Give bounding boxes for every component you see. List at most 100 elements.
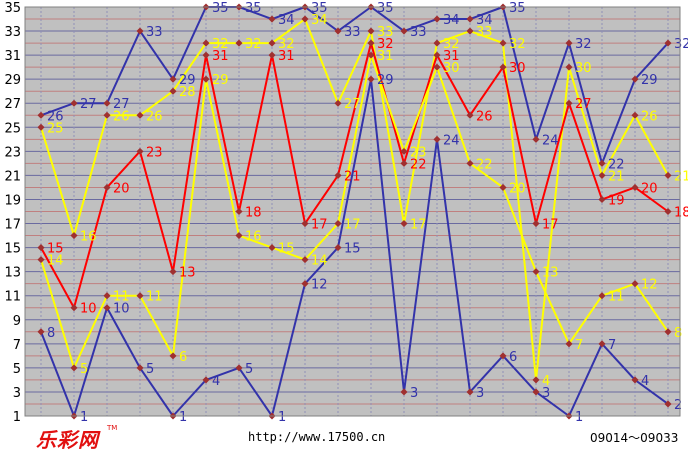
y-tick-label: 11 bbox=[4, 290, 21, 305]
data-label: 29 bbox=[377, 73, 394, 88]
data-point bbox=[499, 63, 507, 71]
data-point bbox=[631, 376, 639, 384]
data-point bbox=[598, 159, 606, 167]
data-point bbox=[301, 219, 309, 228]
data-point bbox=[532, 388, 540, 396]
data-label: 16 bbox=[245, 230, 262, 245]
data-label: 32 bbox=[278, 37, 295, 52]
plot-frame bbox=[24, 6, 681, 417]
data-label: 29 bbox=[179, 73, 196, 88]
y-tick-label: 13 bbox=[4, 266, 21, 281]
data-point bbox=[334, 171, 342, 179]
data-point bbox=[235, 364, 243, 372]
data-point bbox=[631, 183, 639, 191]
data-point bbox=[37, 256, 45, 264]
data-point bbox=[70, 232, 78, 240]
data-label: 35 bbox=[245, 1, 262, 16]
data-label: 18 bbox=[245, 206, 262, 221]
data-point bbox=[367, 75, 375, 83]
data-point bbox=[433, 135, 441, 143]
data-label: 24 bbox=[542, 133, 559, 148]
data-point bbox=[301, 280, 309, 288]
y-tick-label: 35 bbox=[4, 1, 21, 16]
data-point bbox=[103, 304, 111, 312]
data-point bbox=[235, 232, 243, 240]
data-label: 15 bbox=[344, 242, 361, 257]
data-label: 27 bbox=[113, 97, 130, 112]
y-tick-label: 23 bbox=[4, 145, 21, 160]
data-point bbox=[598, 195, 606, 204]
data-point bbox=[334, 244, 342, 252]
data-point bbox=[268, 15, 276, 23]
y-tick-label: 21 bbox=[4, 169, 21, 184]
site-url[interactable]: http://www.17500.cn bbox=[248, 430, 386, 444]
data-label: 29 bbox=[641, 73, 658, 88]
data-label: 15 bbox=[47, 242, 64, 257]
y-tick-label: 29 bbox=[4, 73, 21, 88]
data-point bbox=[103, 292, 111, 300]
data-label: 23 bbox=[146, 145, 163, 160]
data-point bbox=[664, 207, 672, 216]
data-label: 26 bbox=[113, 109, 130, 124]
data-point bbox=[466, 388, 474, 396]
data-label: 3 bbox=[410, 386, 418, 401]
data-point bbox=[301, 256, 309, 264]
data-point bbox=[334, 219, 342, 228]
data-point bbox=[466, 111, 474, 119]
data-label: 20 bbox=[113, 181, 130, 196]
data-label: 13 bbox=[542, 266, 559, 281]
data-label: 33 bbox=[410, 25, 427, 40]
data-point bbox=[499, 39, 507, 47]
data-label: 4 bbox=[542, 374, 550, 389]
y-tick-label: 7 bbox=[13, 338, 21, 353]
data-point bbox=[136, 292, 144, 300]
data-label: 31 bbox=[377, 49, 394, 64]
data-label: 21 bbox=[674, 169, 688, 184]
data-point bbox=[235, 39, 243, 47]
data-label: 3 bbox=[542, 386, 550, 401]
data-point bbox=[433, 51, 441, 59]
data-point bbox=[235, 207, 243, 216]
data-point bbox=[268, 39, 276, 47]
data-label: 22 bbox=[410, 157, 427, 172]
data-label: 8 bbox=[674, 326, 682, 341]
logo-trademark: TM bbox=[107, 424, 118, 432]
data-label: 35 bbox=[212, 1, 229, 16]
data-label: 20 bbox=[641, 181, 658, 196]
data-point bbox=[433, 63, 441, 71]
data-label: 27 bbox=[344, 97, 361, 112]
data-label: 28 bbox=[179, 85, 196, 100]
data-label: 1 bbox=[179, 410, 187, 425]
data-point bbox=[202, 75, 210, 83]
data-label: 22 bbox=[476, 157, 493, 172]
data-label: 7 bbox=[575, 338, 583, 353]
y-tick-label: 33 bbox=[4, 25, 21, 40]
data-label: 10 bbox=[80, 302, 97, 317]
data-label: 8 bbox=[47, 326, 55, 341]
data-label: 30 bbox=[575, 61, 592, 76]
data-label: 35 bbox=[377, 1, 394, 16]
data-label: 4 bbox=[212, 374, 220, 389]
data-point bbox=[466, 159, 474, 167]
data-label: 11 bbox=[146, 290, 163, 305]
data-label: 6 bbox=[179, 350, 187, 365]
data-label: 25 bbox=[47, 121, 64, 136]
data-label: 31 bbox=[443, 49, 460, 64]
series-line-3 bbox=[40, 42, 669, 309]
data-label: 14 bbox=[47, 254, 64, 269]
y-tick-label: 31 bbox=[4, 49, 21, 64]
data-point bbox=[598, 340, 606, 348]
data-label: 13 bbox=[179, 266, 196, 281]
data-label: 5 bbox=[245, 362, 253, 377]
data-label: 6 bbox=[509, 350, 517, 365]
series-line-2 bbox=[40, 18, 669, 381]
data-label: 1 bbox=[80, 410, 88, 425]
data-point bbox=[400, 388, 408, 396]
data-point bbox=[103, 183, 111, 191]
data-point bbox=[202, 51, 210, 59]
y-tick-label: 9 bbox=[13, 314, 21, 329]
data-point bbox=[664, 39, 672, 47]
data-label: 33 bbox=[377, 25, 394, 40]
data-point bbox=[499, 352, 507, 360]
